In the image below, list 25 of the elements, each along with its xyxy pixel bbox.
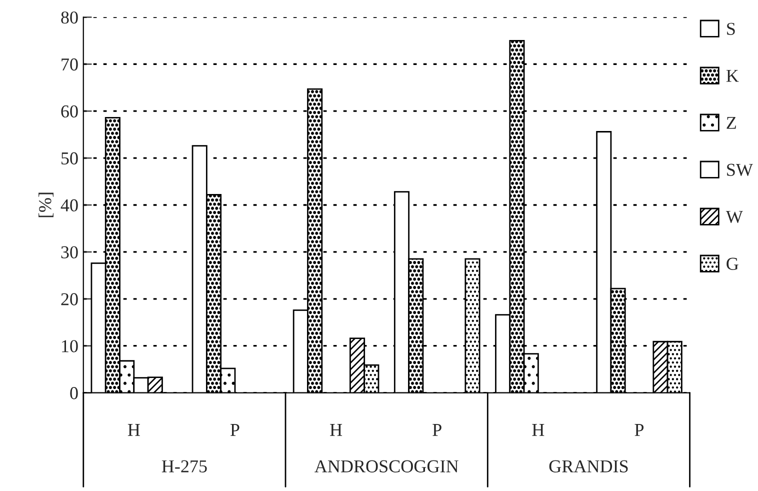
y-tick-label: 40 xyxy=(60,199,78,212)
y-tick-label: 80 xyxy=(61,11,78,24)
x-tick-label: P xyxy=(634,424,644,436)
text: ANDROSCOGGIN xyxy=(314,460,458,472)
legend-label: K xyxy=(726,70,739,82)
text: GRANDIS xyxy=(549,460,628,472)
y-tick-label: 10 xyxy=(62,340,78,352)
x-tick-label: P xyxy=(230,424,240,436)
legend-label: W xyxy=(726,210,743,224)
text: H-275 xyxy=(162,460,207,472)
y-tick-label: 30 xyxy=(61,246,78,258)
legend-label: Z xyxy=(726,116,736,129)
legend-label: SW xyxy=(727,164,753,176)
x-tick-label: H xyxy=(330,424,342,436)
x-tick-label: P xyxy=(432,424,442,436)
y-tick-label: 70 xyxy=(62,58,78,71)
y-axis-title: [%] xyxy=(38,192,54,218)
y-tick-label: 60 xyxy=(61,105,78,118)
y-tick-label: 20 xyxy=(61,293,78,306)
legend-label: G xyxy=(726,258,738,270)
y-tick-label: 50 xyxy=(62,152,78,164)
y-tick-label: 0 xyxy=(70,387,78,400)
x-tick-label: H xyxy=(128,424,140,436)
legend-label: S xyxy=(727,22,735,35)
x-tick-label: H xyxy=(532,424,544,436)
